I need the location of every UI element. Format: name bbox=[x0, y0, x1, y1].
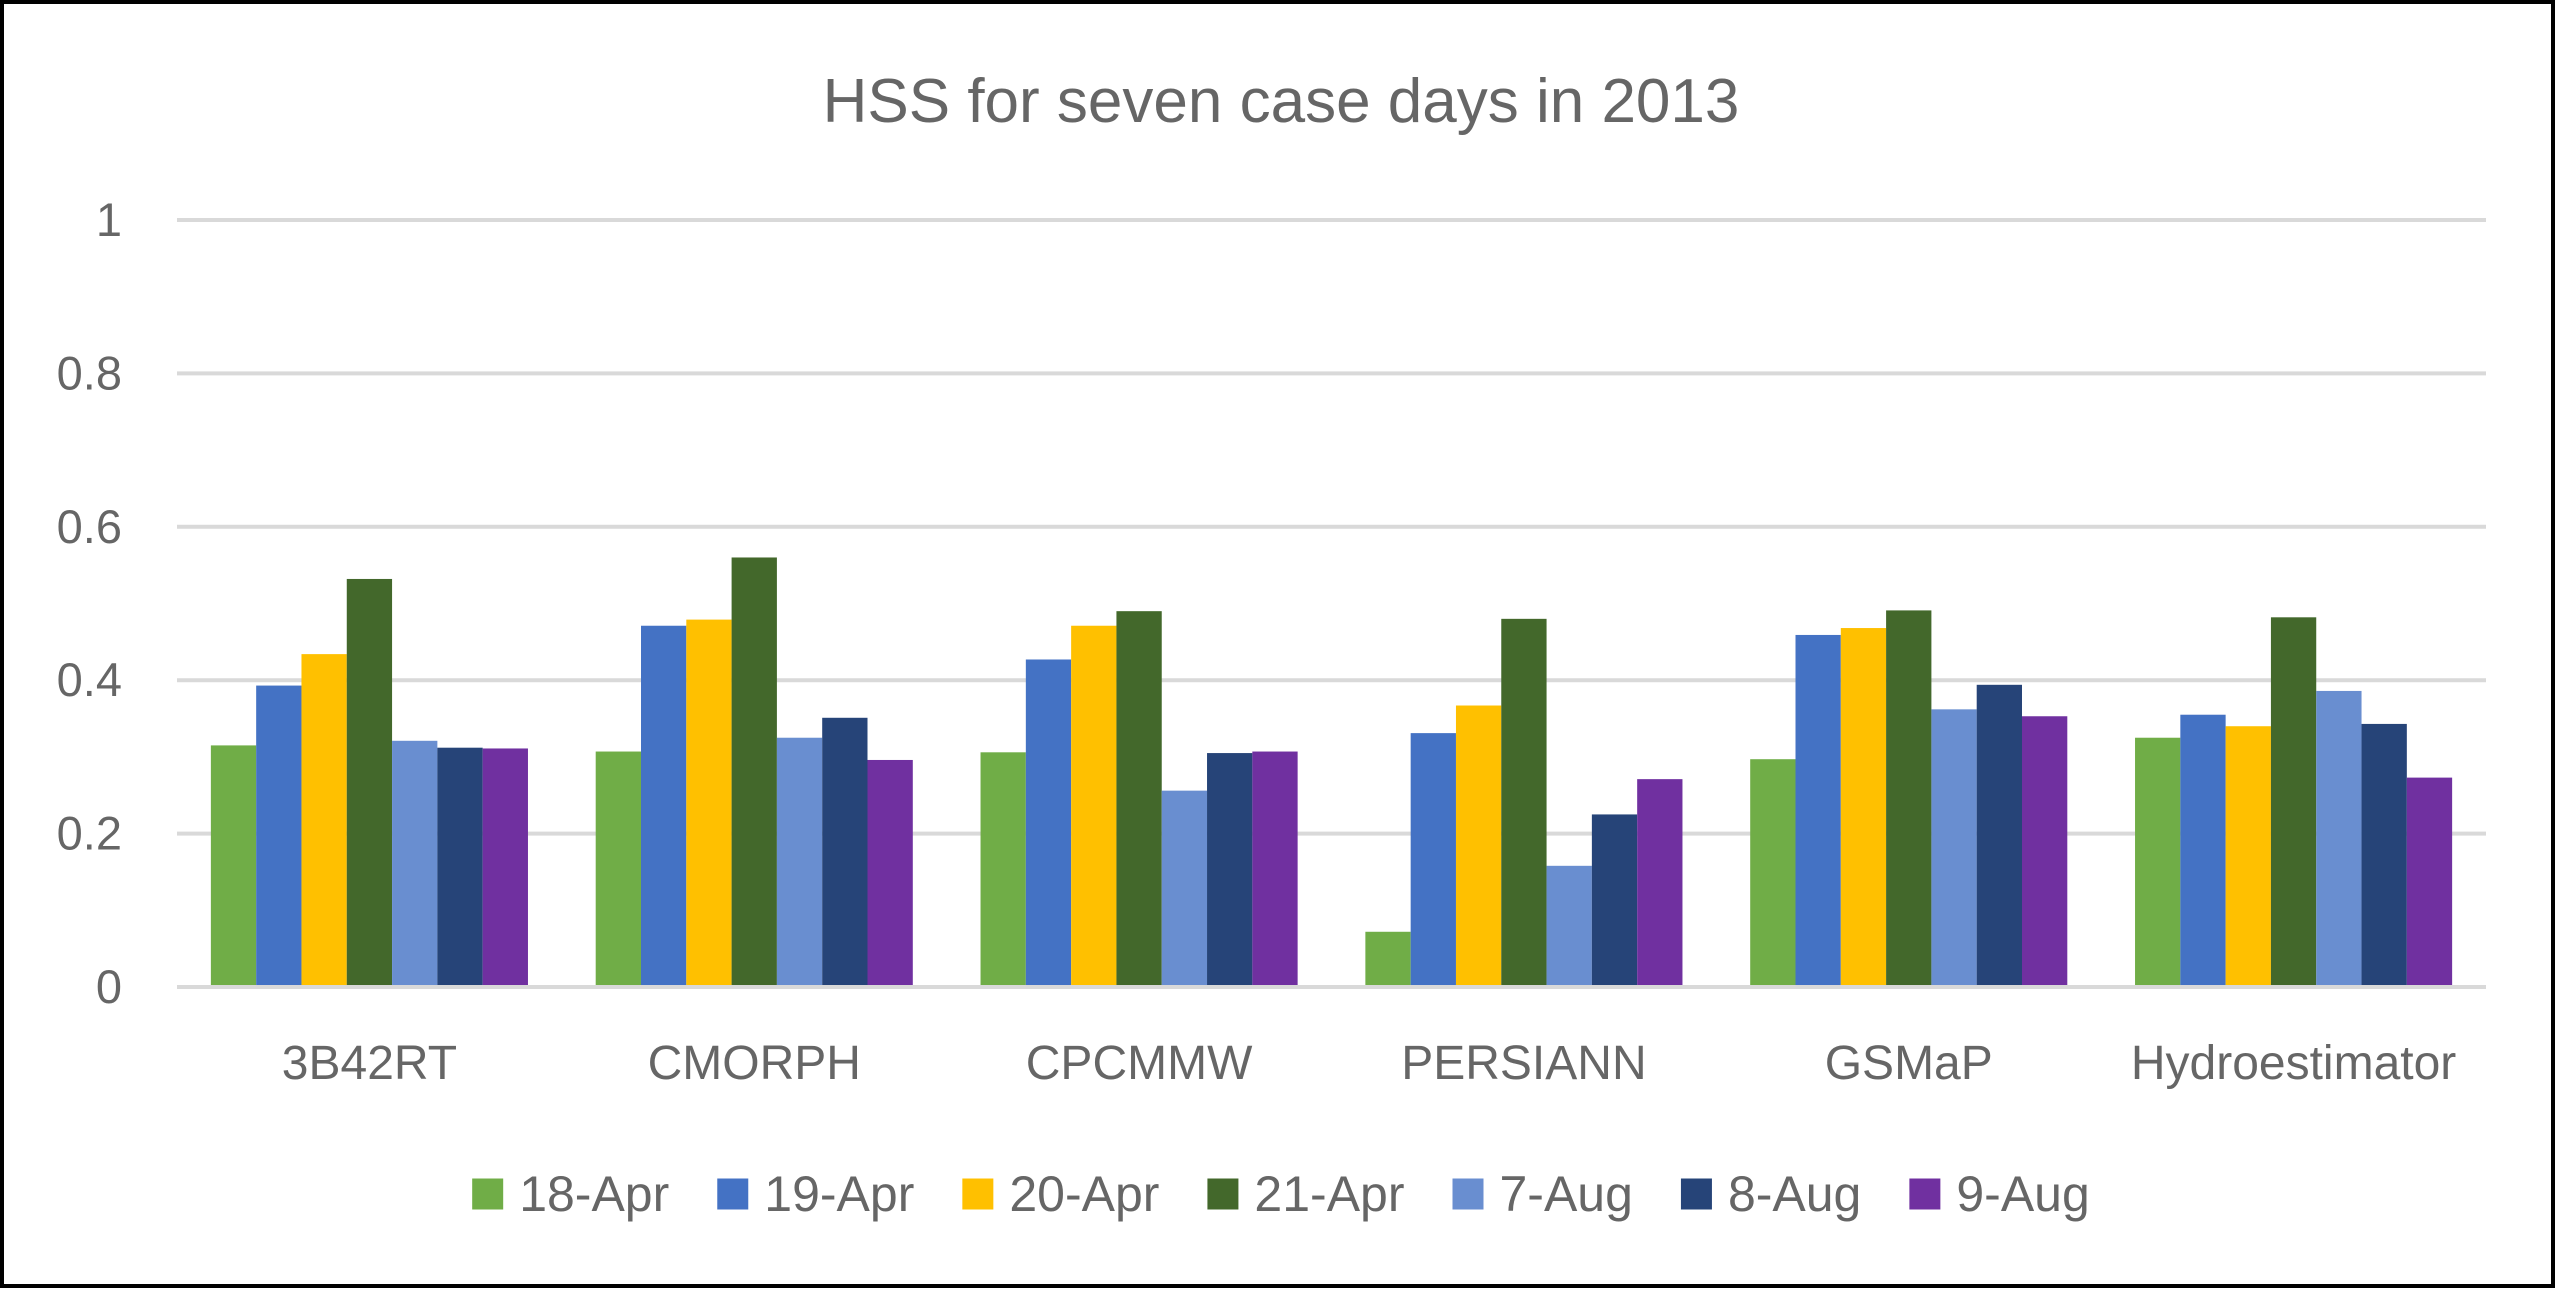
bars bbox=[210, 557, 2453, 987]
chart-title: HSS for seven case days in 2013 bbox=[823, 67, 1740, 136]
y-tick-label: 0.6 bbox=[57, 500, 122, 553]
x-category-label: CPCMMW bbox=[1026, 1037, 1253, 1090]
y-tick-label: 0 bbox=[96, 960, 122, 1013]
y-tick-label: 1 bbox=[96, 193, 122, 246]
bar bbox=[1546, 865, 1592, 987]
bar bbox=[776, 737, 823, 987]
x-category-label: 3B42RT bbox=[282, 1037, 457, 1090]
bar bbox=[1161, 790, 1208, 987]
legend-swatch bbox=[1207, 1178, 1239, 1210]
bar bbox=[2270, 617, 2317, 987]
legend-item: 19-Apr bbox=[717, 1166, 914, 1222]
legend-swatch bbox=[1452, 1178, 1484, 1210]
y-tick-label: 0.2 bbox=[57, 807, 122, 860]
bar bbox=[346, 578, 393, 987]
bar bbox=[1116, 611, 1162, 987]
bar bbox=[2225, 726, 2271, 987]
bar bbox=[1886, 610, 1932, 987]
legend-swatch bbox=[1909, 1178, 1941, 1210]
bar bbox=[641, 625, 687, 987]
legend-label: 21-Apr bbox=[1254, 1166, 1404, 1222]
legend-label: 7-Aug bbox=[1500, 1166, 1633, 1222]
bar bbox=[1207, 753, 1253, 987]
bar bbox=[1637, 779, 1683, 987]
legend-item: 8-Aug bbox=[1680, 1166, 1861, 1222]
legend-item: 21-Apr bbox=[1207, 1166, 1405, 1222]
legend-label: 8-Aug bbox=[1728, 1166, 1861, 1222]
bar bbox=[1591, 814, 1638, 987]
bar bbox=[1795, 634, 1841, 987]
bar bbox=[2022, 716, 2068, 987]
bar bbox=[1071, 625, 1117, 987]
legend-label: 19-Apr bbox=[764, 1166, 914, 1222]
bar bbox=[1931, 709, 1977, 987]
bar bbox=[731, 557, 777, 987]
bar bbox=[822, 717, 868, 987]
x-category-label: GSMaP bbox=[1825, 1037, 1993, 1090]
bar bbox=[1976, 684, 2022, 987]
legend-label: 20-Apr bbox=[1009, 1166, 1159, 1222]
bar bbox=[2361, 723, 2407, 987]
y-axis-tick-labels: 0 0.2 0.4 0.6 0.8 1 bbox=[57, 193, 122, 1013]
bar bbox=[595, 751, 641, 987]
bar bbox=[437, 747, 483, 987]
bar bbox=[256, 685, 302, 987]
legend-item: 18-Apr bbox=[472, 1166, 669, 1222]
legend-swatch bbox=[1680, 1178, 1712, 1210]
bar bbox=[392, 740, 438, 987]
bar bbox=[2406, 777, 2453, 987]
bar bbox=[1365, 931, 1411, 987]
bar bbox=[980, 752, 1026, 987]
legend-swatch bbox=[717, 1178, 749, 1210]
bar bbox=[1410, 733, 1456, 987]
legend-label: 9-Aug bbox=[1956, 1166, 2089, 1222]
x-category-label: Hydroestimator bbox=[2131, 1037, 2456, 1090]
bar bbox=[2316, 690, 2362, 987]
legend: 18-Apr 19-Apr 20-Apr 21-Apr 7-Aug 8-Aug 9-Aug bbox=[472, 1166, 2090, 1222]
legend-item: 7-Aug bbox=[1452, 1166, 1633, 1222]
bar bbox=[1455, 705, 1502, 987]
bar bbox=[1501, 618, 1547, 987]
bar bbox=[686, 619, 732, 987]
bar bbox=[301, 654, 347, 987]
bar bbox=[210, 745, 257, 987]
legend-swatch bbox=[472, 1178, 504, 1210]
bar bbox=[482, 748, 528, 987]
x-category-label: PERSIANN bbox=[1401, 1037, 1646, 1090]
legend-item: 9-Aug bbox=[1909, 1166, 2090, 1222]
y-tick-label: 0.4 bbox=[57, 653, 122, 706]
y-tick-label: 0.8 bbox=[57, 346, 122, 399]
x-category-label: CMORPH bbox=[648, 1037, 861, 1090]
bar bbox=[867, 759, 913, 987]
x-axis-category-labels: 3B42RT CMORPH CPCMMW PERSIANN GSMaP Hydroesti… bbox=[282, 1037, 2457, 1090]
bar bbox=[2135, 737, 2181, 987]
bar bbox=[1840, 628, 1887, 987]
bar bbox=[1252, 751, 1298, 987]
bar bbox=[1025, 659, 1072, 987]
bar bbox=[1750, 759, 1796, 987]
gridlines bbox=[177, 218, 2486, 836]
legend-item: 20-Apr bbox=[962, 1166, 1159, 1222]
legend-label: 18-Apr bbox=[519, 1166, 669, 1222]
chart-svg: HSS for seven case days in 2013 00.20.40… bbox=[57, 67, 2486, 1222]
legend-swatch bbox=[962, 1178, 994, 1210]
bar bbox=[2180, 714, 2226, 987]
